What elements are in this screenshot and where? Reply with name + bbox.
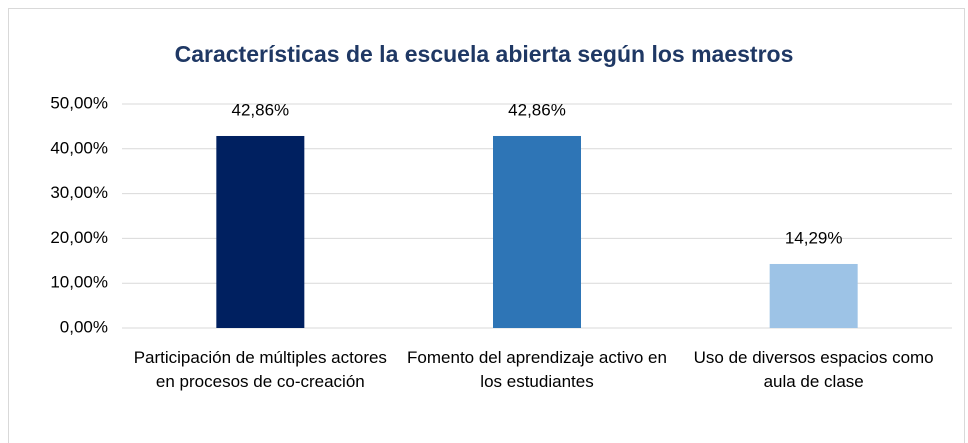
- y-tick-label: 0,00%: [60, 317, 108, 336]
- y-tick-label: 40,00%: [50, 138, 108, 157]
- x-tick-label: Uso de diversos espacios como aula de cl…: [693, 348, 934, 391]
- y-tick-label: 50,00%: [50, 93, 108, 112]
- data-label: 42,86%: [508, 100, 566, 119]
- data-label: 42,86%: [231, 100, 289, 119]
- y-tick-label: 30,00%: [50, 183, 108, 202]
- y-tick-label: 20,00%: [50, 228, 108, 247]
- bar: [216, 135, 305, 328]
- chart-border: [8, 8, 965, 443]
- data-label: 14,29%: [785, 228, 843, 247]
- x-tick-label: Fomento del aprendizaje activo en los es…: [407, 348, 667, 391]
- chart-title: Características de la escuela abierta se…: [175, 41, 794, 67]
- bar: [769, 263, 858, 328]
- bar: [493, 135, 581, 328]
- y-tick-label: 10,00%: [50, 273, 108, 292]
- x-tick-label: Participación de múltiples actores en pr…: [133, 348, 387, 391]
